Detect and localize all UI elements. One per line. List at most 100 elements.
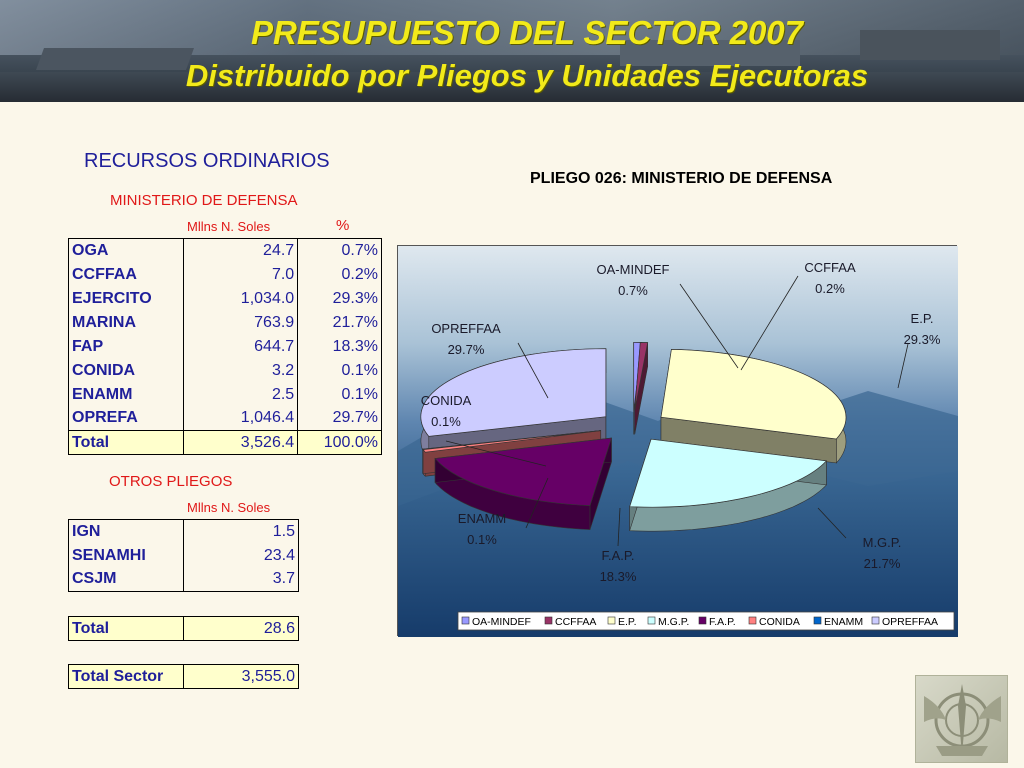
row-label: ENAMM — [68, 382, 184, 407]
ministry-emblem — [915, 675, 1008, 763]
pie-chart: OA-MINDEF 0.7% CCFFAA 0.2% E.P. 29.3% M.G.P. 21… — [397, 245, 958, 637]
ministerio-col-amount: Mllns N. Soles — [187, 219, 271, 234]
slice-label: ENAMM — [458, 511, 506, 526]
legend-swatch — [647, 616, 656, 625]
leader-line — [517, 342, 549, 399]
sector-total-amount: 3,555.0 — [182, 664, 300, 689]
legend-label: M.G.P. — [658, 616, 689, 628]
total-amount: 3,526.4 — [182, 430, 299, 455]
row-label: CSJM — [68, 567, 184, 592]
legend-swatch — [748, 616, 757, 625]
crest-icon — [924, 684, 1001, 756]
pie-slice-e-p- — [660, 349, 847, 464]
slice-pct-label: 0.2% — [815, 281, 845, 296]
pie-chart-svg: OA-MINDEF 0.7% CCFFAA 0.2% E.P. 29.3% M.G.P. 21… — [398, 246, 958, 637]
slice-pct-label: 29.7% — [448, 342, 485, 357]
table-row: EJERCITO 1,034.0 29.3% — [68, 286, 382, 311]
row-amount: 1,046.4 — [182, 406, 299, 431]
page-title: PRESUPUESTO DEL SECTOR 2007 — [250, 14, 804, 51]
row-amount: 644.7 — [182, 334, 299, 359]
sector-total-label: Total Sector — [68, 664, 184, 689]
slice-pct-label: 18.3% — [600, 569, 637, 584]
row-label: SENAMHI — [68, 543, 184, 568]
slice-label: OPREFFAA — [431, 321, 501, 336]
leader-line — [817, 507, 847, 539]
otros-title: OTROS PLIEGOS — [109, 473, 233, 490]
table-row: CONIDA 3.2 0.1% — [68, 358, 382, 383]
leader-line — [445, 440, 547, 467]
row-pct: 29.7% — [297, 406, 382, 431]
table-row: SENAMHI 23.4 — [68, 543, 300, 568]
table-row: IGN 1.5 — [68, 519, 300, 544]
otros-total-label: Total — [68, 616, 184, 641]
slice-label: CCFFAA — [804, 260, 856, 275]
table-row-total: Total 3,526.4 100.0% — [68, 430, 382, 455]
row-label: EJERCITO — [68, 286, 184, 311]
legend-swatch — [698, 616, 707, 625]
table-row: FAP 644.7 18.3% — [68, 334, 382, 359]
leader-line — [525, 477, 549, 529]
table-row-sector-total: Total Sector 3,555.0 — [68, 664, 300, 689]
slice-pct-label: 0.1% — [431, 414, 461, 429]
slice-label: OA-MINDEF — [597, 262, 670, 277]
pie-labels: OA-MINDEF 0.7% CCFFAA 0.2% E.P. 29.3% M.G.P. 21… — [421, 260, 941, 584]
otros-col-amount: Mllns N. Soles — [187, 500, 271, 515]
row-amount: 3.2 — [182, 358, 299, 383]
pie-slice-m-g-p- — [629, 438, 828, 532]
chart-legend: OA-MINDEF CCFFAA E.P. M.G.P. F.A.P. CONIDA ENA… — [457, 611, 955, 631]
slice-pct-label: 21.7% — [864, 556, 901, 571]
row-pct: 0.1% — [297, 382, 382, 407]
table-row: MARINA 763.9 21.7% — [68, 310, 382, 335]
ministerio-title: MINISTERIO DE DEFENSA — [110, 192, 298, 209]
sector-total-table: Total Sector 3,555.0 — [68, 664, 300, 689]
leader-line — [740, 275, 799, 371]
leader-line — [679, 283, 739, 369]
row-label: FAP — [68, 334, 184, 359]
legend-label: F.A.P. — [709, 616, 736, 628]
slice-pct-label: 29.3% — [904, 332, 941, 347]
chart-title: PLIEGO 026: MINISTERIO DE DEFENSA — [530, 170, 833, 187]
row-amount: 3.7 — [182, 567, 300, 592]
row-pct: 0.1% — [297, 358, 382, 383]
legend-label: CONIDA — [759, 616, 800, 628]
legend-swatch — [871, 616, 880, 625]
banner-sea — [0, 72, 1024, 102]
table-row: CSJM 3.7 — [68, 567, 300, 592]
row-pct: 21.7% — [297, 310, 382, 335]
section-title: RECURSOS ORDINARIOS — [84, 150, 330, 172]
otros-total-table: Total 28.6 — [68, 616, 300, 641]
page-subtitle: Distribuido por Pliegos y Unidades Ejecu… — [185, 58, 869, 93]
legend-swatch — [607, 616, 616, 625]
table-row: ENAMM 2.5 0.1% — [68, 382, 382, 407]
slice-label: CONIDA — [421, 393, 472, 408]
otros-total-amount: 28.6 — [182, 616, 300, 641]
legend-label: OA-MINDEF — [472, 616, 531, 628]
legend-label: OPREFFAA — [882, 616, 938, 628]
row-label: MARINA — [68, 310, 184, 335]
total-label: Total — [68, 430, 184, 455]
leader-line — [617, 507, 621, 547]
table-row: OPREFA 1,046.4 29.7% — [68, 406, 382, 431]
ministerio-table: OGA 24.7 0.7% CCFFAA 7.0 0.2% EJERCITO 1,034.0 2… — [68, 238, 382, 455]
row-pct: 18.3% — [297, 334, 382, 359]
row-label: CONIDA — [68, 358, 184, 383]
total-pct: 100.0% — [297, 430, 382, 455]
row-pct: 0.7% — [297, 238, 382, 263]
slice-label: F.A.P. — [601, 548, 634, 563]
pie-slice-ccffaa — [634, 342, 649, 435]
row-amount: 1,034.0 — [182, 286, 299, 311]
header-banner: PRESUPUESTO DEL SECTOR 2007 Distribuido … — [0, 0, 1024, 102]
row-amount: 1.5 — [182, 519, 300, 544]
ministerio-col-pct: % — [336, 217, 350, 234]
slice-label: E.P. — [911, 311, 934, 326]
legend-label: ENAMM — [824, 616, 863, 628]
table-row-total: Total 28.6 — [68, 616, 300, 641]
ship-silhouette — [860, 30, 1000, 60]
row-label: IGN — [68, 519, 184, 544]
legend-swatch — [544, 616, 553, 625]
legend-swatch — [813, 616, 822, 625]
row-label: OGA — [68, 238, 184, 263]
row-amount: 23.4 — [182, 543, 300, 568]
banner-sky-photo — [0, 0, 1024, 55]
slice-pct-label: 0.7% — [618, 283, 648, 298]
